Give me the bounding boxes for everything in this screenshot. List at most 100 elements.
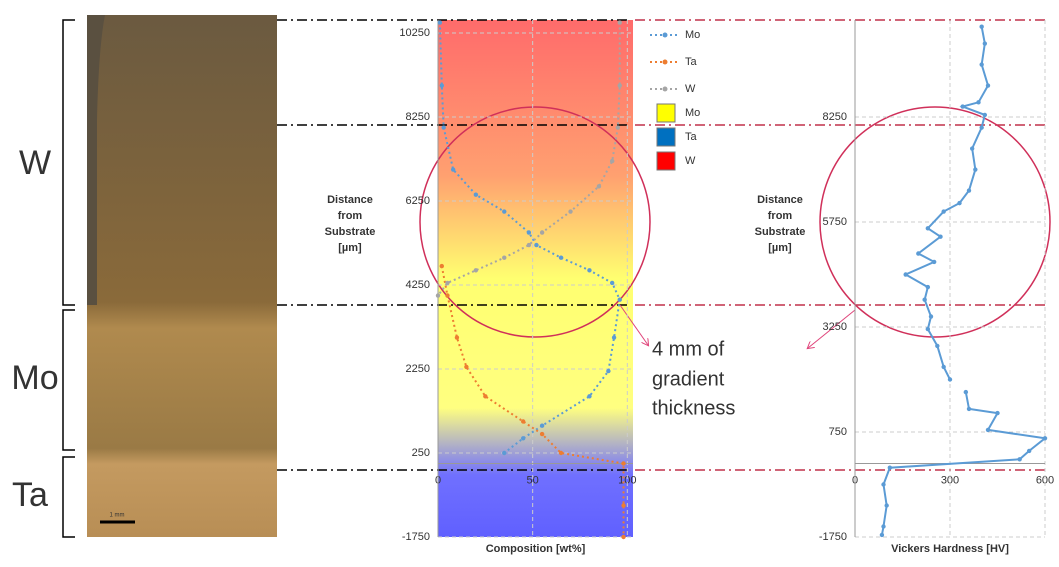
- point: [606, 369, 610, 373]
- point: [1043, 436, 1047, 440]
- point: [502, 256, 506, 260]
- point: [527, 243, 531, 247]
- point: [502, 209, 506, 213]
- y-tick-label: 8250: [406, 111, 430, 123]
- point: [880, 533, 884, 537]
- y-axis-label: Distance: [327, 194, 373, 206]
- y-tick-label: 8250: [823, 111, 847, 123]
- point: [935, 344, 939, 348]
- point: [621, 461, 625, 465]
- point: [922, 298, 926, 302]
- y-tick-label: 3250: [823, 321, 847, 333]
- figure: 1 mm W Mo Ta 4 mm of gradient thickness …: [0, 0, 1059, 562]
- legend-swatch: [657, 104, 675, 122]
- point: [976, 100, 980, 104]
- legend-label: Ta: [685, 56, 698, 68]
- point: [483, 394, 487, 398]
- point: [929, 314, 933, 318]
- point: [983, 41, 987, 45]
- legend-swatch: [657, 152, 675, 170]
- y-tick-label: 2250: [406, 363, 430, 375]
- legend-label: W: [685, 83, 696, 95]
- y-tick-label: 5750: [823, 216, 847, 228]
- point: [502, 451, 506, 455]
- point: [440, 83, 444, 87]
- point: [618, 20, 622, 24]
- point: [559, 451, 563, 455]
- x-axis-label: Composition [wt%]: [486, 543, 586, 555]
- point: [440, 264, 444, 268]
- y-axis-label: [µm]: [338, 242, 362, 254]
- point: [445, 281, 449, 285]
- point: [995, 411, 999, 415]
- point: [938, 235, 942, 239]
- point: [568, 209, 572, 213]
- point: [464, 365, 468, 369]
- point: [881, 524, 885, 528]
- y-axis-label: from: [768, 210, 793, 222]
- point: [438, 20, 442, 24]
- point: [884, 503, 888, 507]
- point: [616, 125, 620, 129]
- y-tick-label: 250: [412, 447, 430, 459]
- legend-swatch: [663, 60, 668, 65]
- scale-bar-label: 1 mm: [110, 513, 125, 519]
- point: [451, 167, 455, 171]
- y-tick-label: -1750: [402, 531, 430, 543]
- legend-swatch: [663, 87, 668, 92]
- annotation: 4 mm of: [652, 338, 725, 360]
- point: [474, 268, 478, 272]
- point: [967, 407, 971, 411]
- y-tick-label: 10250: [399, 27, 430, 39]
- point: [881, 482, 885, 486]
- region-label: Mo: [11, 359, 58, 397]
- point: [986, 83, 990, 87]
- point: [527, 230, 531, 234]
- y-tick-label: -1750: [819, 531, 847, 543]
- annotation: gradient: [652, 368, 725, 390]
- x-axis-label: Vickers Hardness [HV]: [891, 543, 1009, 555]
- point: [612, 335, 616, 339]
- y-axis-label: Substrate: [325, 226, 376, 238]
- legend-label: W: [685, 155, 696, 167]
- point: [618, 298, 622, 302]
- point: [445, 293, 449, 297]
- point: [979, 125, 983, 129]
- point: [597, 184, 601, 188]
- point: [926, 226, 930, 230]
- point: [941, 209, 945, 213]
- point: [979, 62, 983, 66]
- point: [983, 113, 987, 117]
- point: [610, 159, 614, 163]
- point: [621, 535, 625, 539]
- point: [941, 365, 945, 369]
- point: [521, 419, 525, 423]
- point: [970, 146, 974, 150]
- legend-label: Mo: [685, 29, 700, 41]
- point: [540, 432, 544, 436]
- point: [540, 424, 544, 428]
- point: [960, 104, 964, 108]
- point: [948, 377, 952, 381]
- point: [610, 281, 614, 285]
- point: [455, 335, 459, 339]
- point: [926, 285, 930, 289]
- y-axis-label: from: [338, 210, 363, 222]
- point: [534, 243, 538, 247]
- point: [474, 193, 478, 197]
- y-axis-label: Distance: [757, 194, 803, 206]
- point: [436, 293, 440, 297]
- legend-label: Ta: [685, 131, 698, 143]
- region-label: Ta: [12, 476, 48, 514]
- point: [932, 260, 936, 264]
- point: [888, 466, 892, 470]
- y-tick-label: 750: [829, 426, 847, 438]
- legend-swatch: [663, 33, 668, 38]
- y-axis-label: Substrate: [755, 226, 806, 238]
- point: [979, 25, 983, 29]
- point: [986, 428, 990, 432]
- point: [903, 272, 907, 276]
- point: [926, 327, 930, 331]
- point: [973, 167, 977, 171]
- point: [967, 188, 971, 192]
